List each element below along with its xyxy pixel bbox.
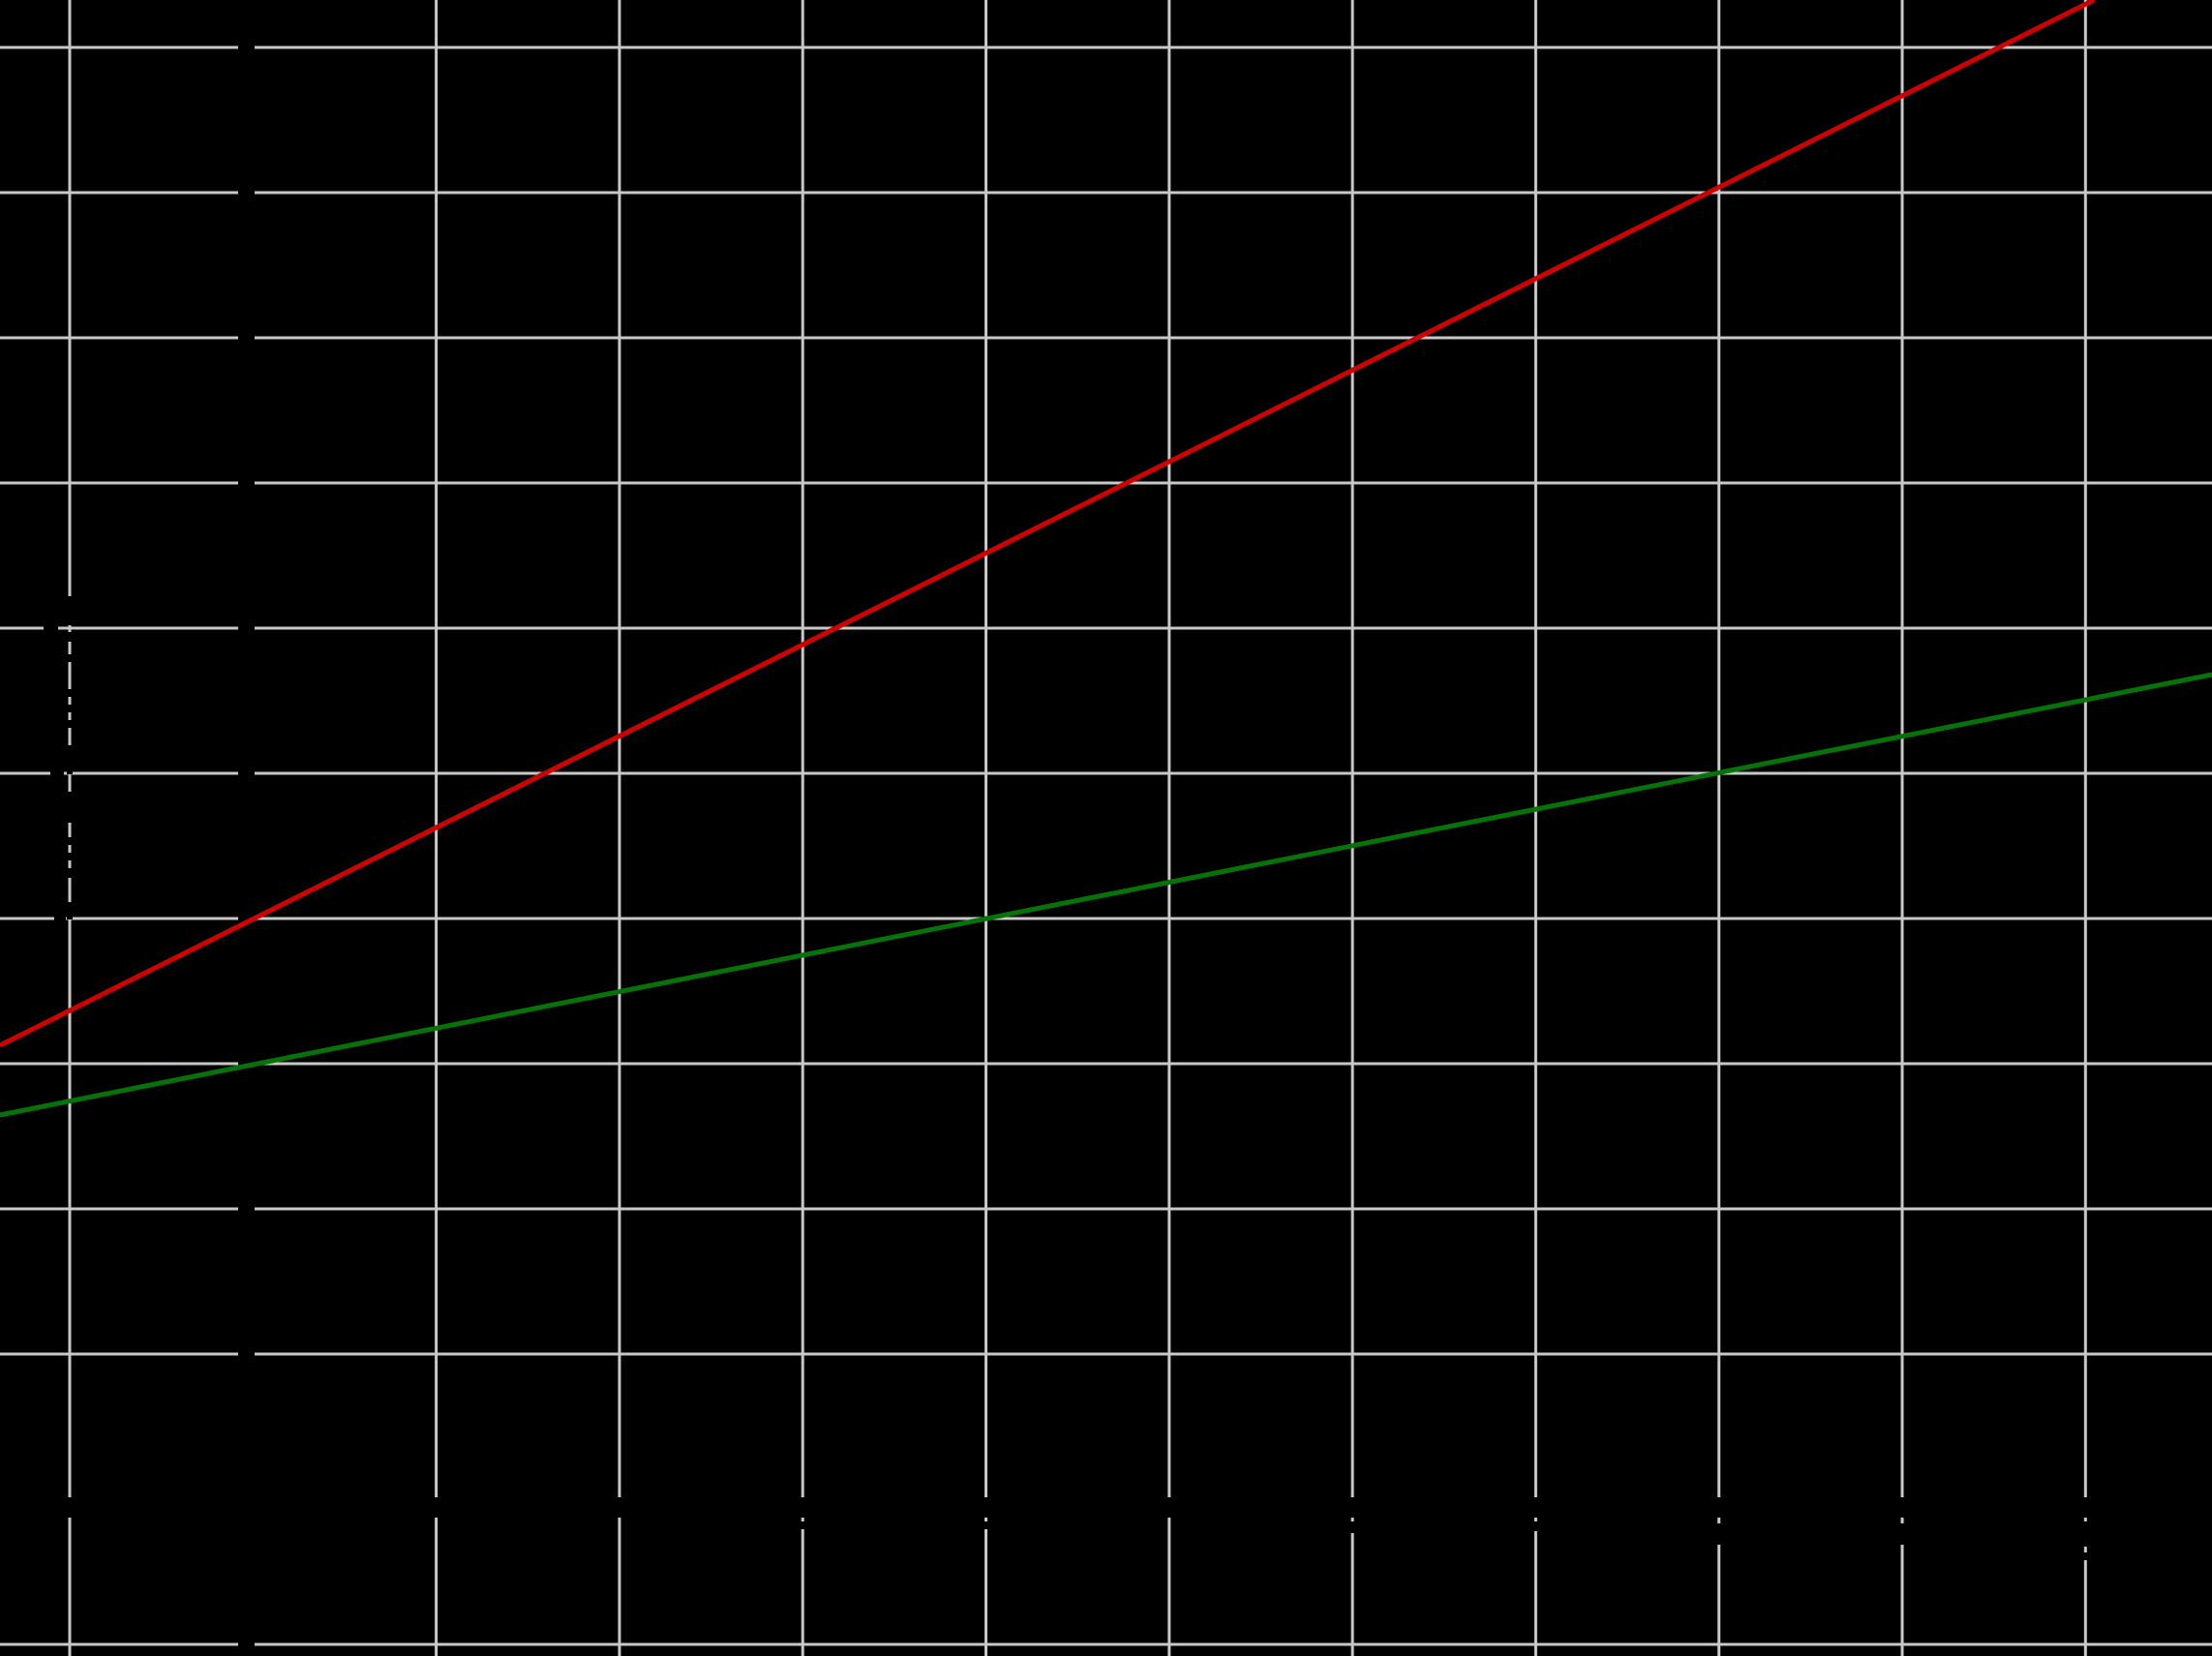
function-lines-layer [0,0,2212,1118]
axis-label-fragments-layer [44,596,2089,1560]
